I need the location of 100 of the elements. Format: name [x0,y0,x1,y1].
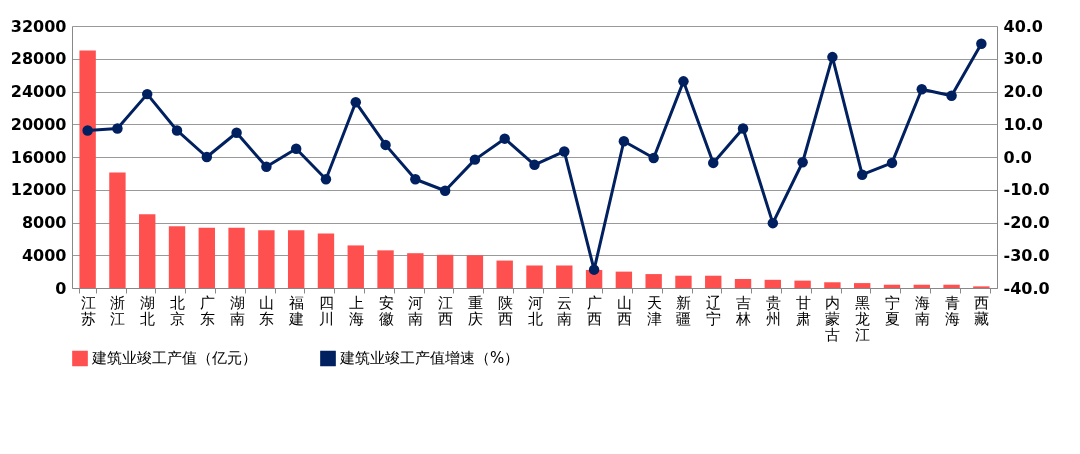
bar [705,275,722,288]
point [827,51,838,63]
point [439,185,451,196]
bar [436,254,454,288]
x-tick-label: 江苏 [80,293,96,328]
x-tick-label: 北京 [170,293,186,328]
y-tick-label: 28000 [10,49,67,69]
x-tick-label: 甘肃 [795,293,811,328]
y2-tick-label: 0.0 [1003,147,1032,167]
point [797,157,808,168]
x-tick-label: 湖北 [140,293,156,328]
x-tick-label: 福建 [288,293,305,328]
x-tick-label: 辽宁 [706,293,722,328]
point [648,152,659,164]
y-tick-label: 24000 [10,82,67,101]
x-tick-label: 重庆 [467,293,483,328]
x-tick-label: 广西 [587,293,603,328]
point [469,154,481,165]
x-tick-label: 广东 [199,293,215,328]
y-tick-label: 4000 [21,245,67,265]
point [350,97,361,108]
bar [407,253,424,288]
x-tick-label: 黑龙江 [855,293,871,344]
y-tick-label: 20000 [10,114,67,134]
point [529,159,540,171]
y-tick-label: 12000 [10,180,67,200]
point [886,157,898,169]
x-tick-label: 云南 [557,293,573,328]
point [231,127,242,138]
point [976,38,987,49]
bar [615,271,633,288]
point [559,146,570,157]
x-tick-label: 内蒙古 [825,293,841,344]
point [916,83,928,95]
x-tick-label: 宁夏 [884,293,900,328]
point [618,136,630,147]
bar [377,250,394,288]
x-tick-label: 陕西 [497,293,513,328]
y-tick-label: 8000 [21,213,67,232]
point [708,157,719,169]
bar [347,245,364,288]
x-tick-label: 安徽 [378,293,394,328]
x-tick-label: 河南 [408,293,424,328]
x-tick-label: 江西 [438,293,454,328]
x-tick-label: 青海 [944,293,960,328]
point [82,125,93,136]
point [946,90,957,101]
bar [734,278,752,288]
x-tick-label: 山东 [259,293,275,328]
bar [943,284,960,288]
y2-tick-label: 40.0 [1003,16,1043,36]
point [320,174,332,185]
x-tick-label: 新疆 [676,293,692,328]
bar [109,172,126,288]
y2-tick-label: -30.0 [1003,245,1050,265]
x-tick-label: 四川 [318,293,334,328]
x-tick-label: 上海 [348,293,364,328]
point [678,76,689,87]
legend-label: 建筑业竣工产值增速（%） [339,349,520,368]
bar [198,227,215,288]
bar [496,260,513,288]
y2-tick-label: -10.0 [1003,180,1050,200]
bar [228,227,245,288]
point [290,143,302,155]
bar [139,214,156,288]
point [201,151,213,163]
bar [168,226,186,288]
y-tick-label: 16000 [10,147,67,167]
point [737,123,749,134]
bar [466,255,484,288]
point [410,174,421,185]
y2-tick-label: 20.0 [1003,82,1043,101]
bar [645,274,662,288]
legend-label: 建筑业竣工产值（亿元） [91,349,257,368]
point [856,169,868,180]
point [261,161,272,173]
bar [79,50,96,288]
bar [675,275,692,288]
point [141,88,153,100]
x-tick-label: 海南 [914,293,930,328]
bar [824,282,841,288]
y2-tick-label: -40.0 [1003,278,1050,298]
y-tick-label: 0 [55,278,67,298]
y-tick-label: 32000 [10,16,67,36]
x-tick-label: 天津 [646,293,662,328]
point [767,217,779,229]
x-tick-label: 贵州 [765,293,781,328]
bar [258,230,275,288]
point [112,123,123,134]
x-tick-label: 湖南 [229,293,245,328]
x-tick-label: 山西 [616,293,632,328]
point [171,125,183,136]
x-tick-label: 吉林 [735,293,752,328]
point [380,139,391,151]
bar [764,279,782,288]
bar [556,265,573,288]
x-tick-label: 浙江 [110,293,126,328]
bar [854,283,871,288]
bar [317,233,335,288]
bar [526,265,543,288]
